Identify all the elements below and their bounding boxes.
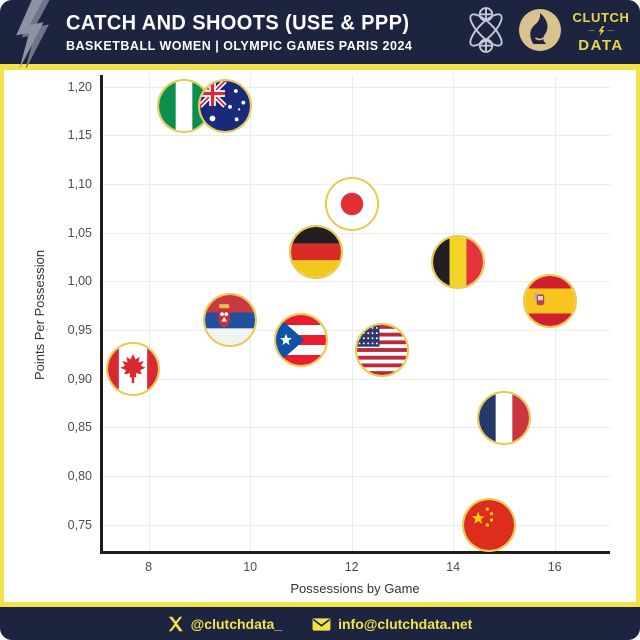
- y-tick-label: 1,20: [67, 79, 92, 94]
- crossed-basketballs-icon: [462, 6, 510, 59]
- marker-japan: [324, 176, 379, 231]
- footer: @clutchdata_ info@clutchdata.net: [0, 607, 640, 640]
- marker-usa: [355, 322, 410, 377]
- gridline-y-0.75: [103, 524, 610, 526]
- lightning-bolt-icon: [6, 0, 64, 72]
- gridline-y-1.15: [103, 135, 610, 137]
- x-tick-label: 14: [446, 560, 461, 574]
- y-axis-title: Points Per Possession: [32, 249, 47, 380]
- y-tick-label: 1,10: [67, 177, 92, 192]
- paris-2024-olympics-logo: [517, 7, 563, 58]
- marker-germany: [289, 225, 344, 280]
- gridline-y-1.05: [103, 232, 610, 234]
- x-axis-title: Possessions by Game: [290, 581, 420, 596]
- chart-panel: Points Per Possession 8 10 12 14 16 1,20 1,15 1…: [4, 70, 636, 602]
- footer-twitter[interactable]: @clutchdata_: [168, 616, 282, 632]
- gridline-y-1.2: [103, 86, 610, 88]
- y-tick-label: 0,90: [67, 371, 92, 386]
- header-titles: CATCH AND SHOOTS (USE & PPP) BASKETBALL …: [66, 10, 413, 53]
- gridline-y-0.95: [103, 330, 610, 332]
- marker-france: [476, 390, 531, 445]
- y-tick-label: 1,15: [67, 128, 92, 143]
- small-bolt-icon: [598, 26, 604, 36]
- footer-email[interactable]: info@clutchdata.net: [312, 616, 472, 632]
- gridline-x-8: [148, 75, 150, 551]
- est-right: —: [607, 28, 614, 34]
- footer-twitter-handle: @clutchdata_: [190, 615, 283, 632]
- clutch-data-logo-bottom: DATA: [578, 37, 624, 54]
- marker-china: [461, 497, 516, 552]
- marker-australia: [197, 79, 252, 134]
- clutch-data-logo-top: CLUTCH: [572, 10, 630, 25]
- envelope-icon: [312, 617, 331, 631]
- y-tick-label: 0,80: [67, 469, 92, 484]
- est-left: —: [588, 28, 595, 34]
- y-tick-label: 0,85: [67, 420, 92, 435]
- footer-email-address: info@clutchdata.net: [338, 615, 473, 632]
- marker-puertorico: [273, 312, 328, 367]
- clutch-data-logo: CLUTCH — — DATA: [570, 11, 632, 53]
- marker-canada: [106, 342, 161, 397]
- clutch-data-logo-est: — —: [589, 26, 614, 36]
- y-tick-label: 1,05: [67, 225, 92, 240]
- y-tick-label: 0,75: [67, 517, 92, 532]
- gridline-x-14: [453, 75, 455, 551]
- marker-spain: [522, 273, 577, 328]
- x-tick-label: 16: [547, 560, 562, 574]
- page-title: CATCH AND SHOOTS (USE & PPP): [66, 10, 410, 35]
- plot-area: 8 10 12 14 16 1,20 1,15 1,10 1,05 1,00 0,95 0,90 0,8…: [68, 75, 610, 574]
- marker-serbia: [202, 293, 257, 348]
- gridline-y-0.8: [103, 476, 610, 478]
- x-twitter-icon: [168, 616, 183, 631]
- gridline-y-1: [103, 281, 610, 283]
- marker-belgium: [431, 234, 486, 289]
- header-logos: CLUTCH — — DATA: [462, 0, 632, 64]
- gridline-y-0.9: [103, 378, 610, 380]
- header: CATCH AND SHOOTS (USE & PPP) BASKETBALL …: [0, 0, 640, 72]
- x-tick-label: 10: [243, 560, 258, 574]
- gridline-x-12: [351, 75, 353, 551]
- y-tick-label: 0,95: [67, 323, 92, 338]
- gridline-y-0.85: [103, 427, 610, 429]
- y-tick-label: 1,00: [67, 274, 92, 289]
- page-subtitle: BASKETBALL WOMEN | OLYMPIC GAMES PARIS 2…: [66, 38, 413, 53]
- x-tick-label: 8: [145, 560, 153, 574]
- x-tick-label: 12: [344, 560, 359, 574]
